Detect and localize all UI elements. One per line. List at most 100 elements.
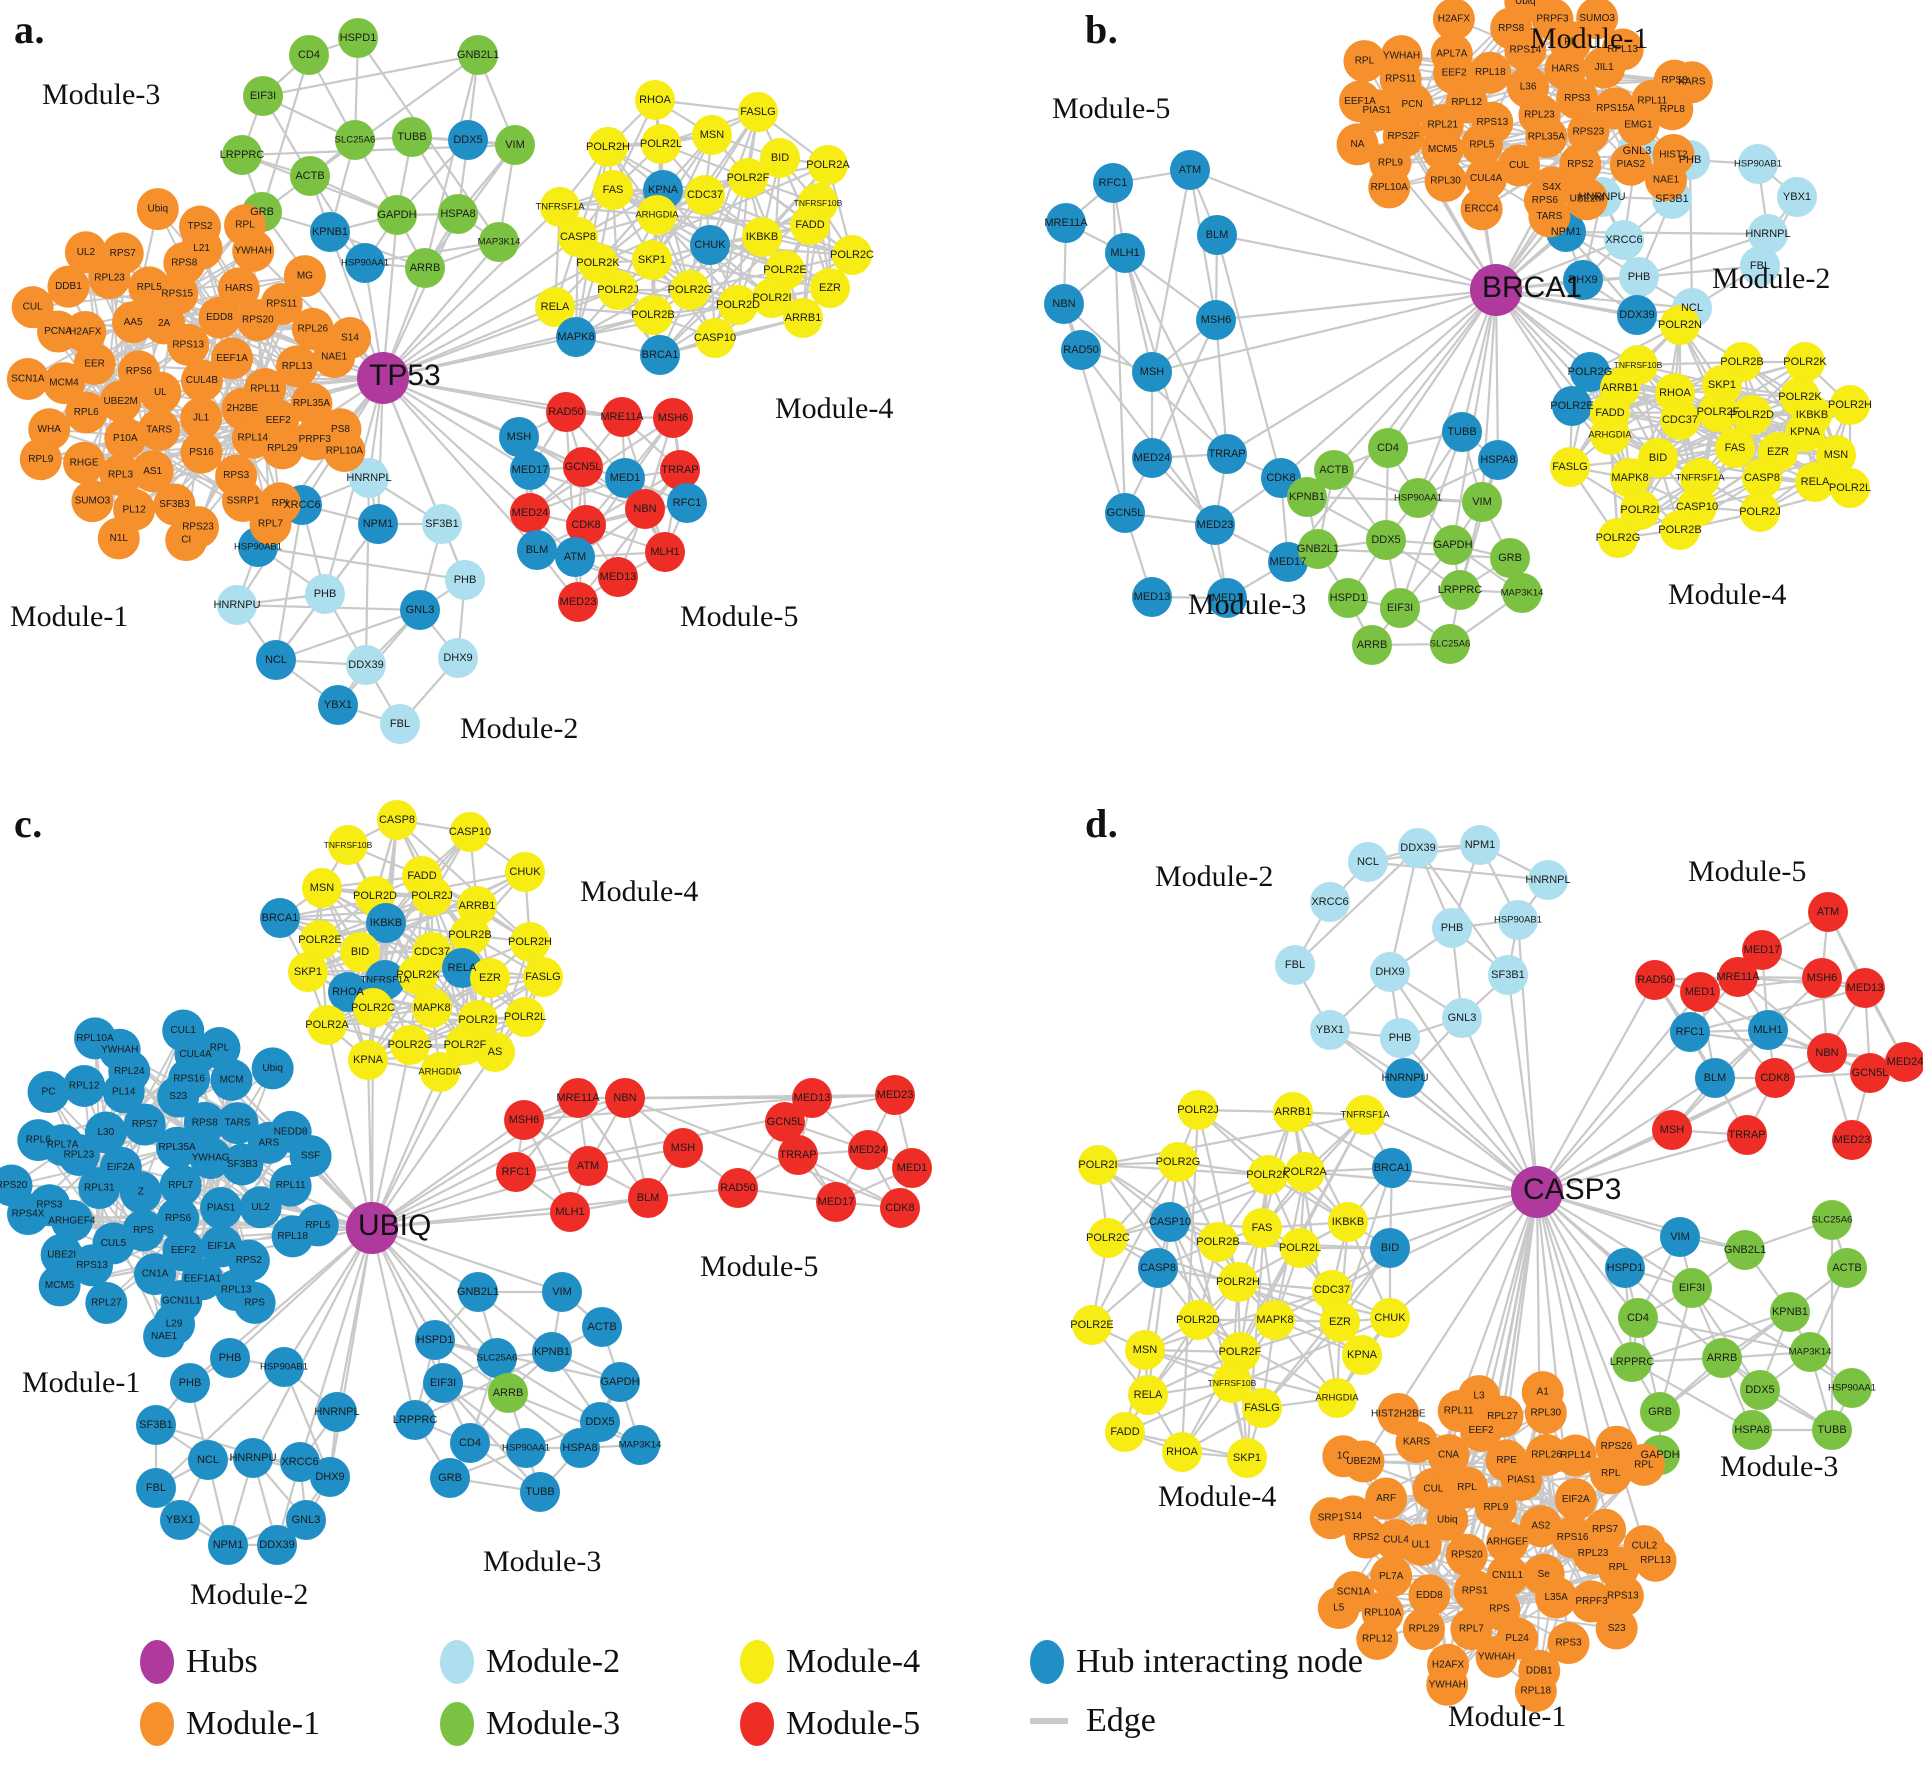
network-node[interactable] — [257, 1525, 297, 1565]
network-node[interactable] — [640, 335, 680, 375]
network-node[interactable] — [560, 1428, 600, 1468]
network-node[interactable] — [189, 1137, 232, 1180]
network-node[interactable] — [1218, 1262, 1258, 1302]
network-node[interactable] — [1635, 960, 1675, 1000]
network-node[interactable] — [353, 988, 393, 1028]
network-node[interactable] — [275, 345, 318, 388]
network-node[interactable] — [200, 1187, 243, 1230]
network-node[interactable] — [1785, 342, 1825, 382]
network-node[interactable] — [510, 450, 550, 490]
network-node[interactable] — [742, 217, 782, 257]
network-node[interactable] — [1695, 1058, 1735, 1098]
network-node[interactable] — [210, 1338, 250, 1378]
network-node[interactable] — [1061, 330, 1101, 370]
network-node[interactable] — [165, 519, 208, 562]
network-node[interactable] — [1563, 260, 1603, 300]
network-node[interactable] — [1670, 1012, 1710, 1052]
network-node[interactable] — [1310, 1010, 1350, 1050]
network-node[interactable] — [695, 318, 735, 358]
network-node[interactable] — [264, 1347, 304, 1387]
network-node[interactable] — [1309, 1497, 1352, 1540]
network-node[interactable] — [1440, 570, 1480, 610]
network-node[interactable] — [1298, 529, 1338, 569]
network-node[interactable] — [1248, 1155, 1288, 1195]
network-node[interactable] — [1275, 945, 1315, 985]
network-node[interactable] — [211, 337, 254, 380]
network-node[interactable] — [1138, 1248, 1178, 1288]
network-node[interactable] — [1795, 462, 1835, 502]
network-node[interactable] — [222, 135, 262, 175]
network-node[interactable] — [1830, 385, 1870, 425]
network-node[interactable] — [1280, 1228, 1320, 1268]
network-node[interactable] — [1521, 1371, 1564, 1414]
network-node[interactable] — [1619, 257, 1659, 297]
network-node[interactable] — [1816, 435, 1856, 475]
network-node[interactable] — [1598, 518, 1638, 558]
network-node[interactable] — [198, 1026, 241, 1069]
network-node[interactable] — [1740, 246, 1780, 286]
hub-node-ubiq[interactable] — [346, 1202, 398, 1254]
network-node[interactable] — [1398, 828, 1438, 868]
network-node[interactable] — [377, 800, 417, 840]
network-node[interactable] — [1105, 233, 1145, 273]
network-node[interactable] — [233, 1438, 273, 1478]
network-node[interactable] — [582, 1307, 622, 1347]
network-node[interactable] — [260, 898, 300, 938]
network-node[interactable] — [778, 1135, 818, 1175]
network-node[interactable] — [335, 120, 375, 160]
network-node[interactable] — [1845, 968, 1885, 1008]
network-node[interactable] — [1554, 1478, 1597, 1521]
network-node[interactable] — [1595, 1607, 1638, 1650]
network-node[interactable] — [495, 125, 535, 165]
network-node[interactable] — [598, 557, 638, 597]
network-node[interactable] — [504, 1100, 544, 1140]
network-node[interactable] — [1408, 1574, 1451, 1617]
network-node[interactable] — [1345, 1095, 1385, 1135]
network-node[interactable] — [78, 1167, 121, 1210]
network-node[interactable] — [288, 952, 328, 992]
network-node[interactable] — [808, 145, 848, 185]
network-node[interactable] — [1498, 900, 1538, 940]
network-node[interactable] — [1547, 1622, 1590, 1665]
network-node[interactable] — [208, 1525, 248, 1565]
network-node[interactable] — [1618, 1298, 1658, 1338]
network-node[interactable] — [1368, 166, 1411, 209]
network-node[interactable] — [558, 1078, 598, 1118]
network-node[interactable] — [1445, 1533, 1488, 1576]
network-node[interactable] — [1328, 578, 1368, 618]
network-node[interactable] — [244, 368, 287, 411]
network-node[interactable] — [517, 530, 557, 570]
network-node[interactable] — [1342, 1335, 1382, 1375]
network-node[interactable] — [1424, 159, 1467, 202]
network-node[interactable] — [1718, 957, 1758, 997]
network-node[interactable] — [269, 1164, 312, 1207]
network-node[interactable] — [892, 1148, 932, 1188]
network-node[interactable] — [1314, 450, 1354, 490]
network-node[interactable] — [323, 430, 366, 473]
network-node[interactable] — [423, 1363, 463, 1403]
network-node[interactable] — [422, 504, 462, 544]
network-node[interactable] — [445, 560, 485, 600]
network-node[interactable] — [540, 187, 580, 227]
network-node[interactable] — [1336, 123, 1379, 166]
network-node[interactable] — [600, 1362, 640, 1402]
network-node[interactable] — [286, 1500, 326, 1540]
network-node[interactable] — [1227, 1438, 1267, 1478]
network-node[interactable] — [97, 517, 140, 560]
network-node[interactable] — [170, 1363, 210, 1403]
network-node[interactable] — [718, 285, 758, 325]
network-node[interactable] — [290, 156, 330, 196]
network-node[interactable] — [1285, 1152, 1325, 1192]
network-node[interactable] — [875, 1075, 915, 1115]
network-node[interactable] — [1242, 1208, 1282, 1248]
network-node[interactable] — [445, 1025, 485, 1065]
network-node[interactable] — [1460, 124, 1503, 167]
network-node[interactable] — [438, 194, 478, 234]
network-node[interactable] — [505, 997, 545, 1037]
network-node[interactable] — [1830, 468, 1870, 508]
network-node[interactable] — [1212, 1363, 1252, 1403]
network-node[interactable] — [635, 80, 675, 120]
network-node[interactable] — [1748, 1010, 1788, 1050]
network-node[interactable] — [405, 248, 445, 288]
network-node[interactable] — [792, 1078, 832, 1118]
